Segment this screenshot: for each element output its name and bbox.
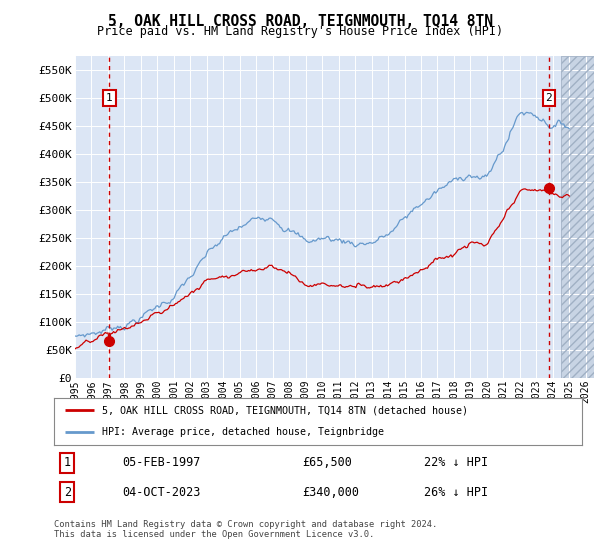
Text: 2: 2 bbox=[545, 93, 552, 103]
Text: £65,500: £65,500 bbox=[302, 456, 352, 469]
Text: 5, OAK HILL CROSS ROAD, TEIGNMOUTH, TQ14 8TN: 5, OAK HILL CROSS ROAD, TEIGNMOUTH, TQ14… bbox=[107, 14, 493, 29]
Text: 04-OCT-2023: 04-OCT-2023 bbox=[122, 486, 201, 498]
Text: £340,000: £340,000 bbox=[302, 486, 359, 498]
Text: 1: 1 bbox=[64, 456, 71, 469]
Text: 26% ↓ HPI: 26% ↓ HPI bbox=[424, 486, 488, 498]
Bar bbox=[561, 56, 594, 378]
Text: Price paid vs. HM Land Registry's House Price Index (HPI): Price paid vs. HM Land Registry's House … bbox=[97, 25, 503, 38]
Bar bbox=[561, 56, 594, 378]
Text: Contains HM Land Registry data © Crown copyright and database right 2024.
This d: Contains HM Land Registry data © Crown c… bbox=[54, 520, 437, 539]
Text: 5, OAK HILL CROSS ROAD, TEIGNMOUTH, TQ14 8TN (detached house): 5, OAK HILL CROSS ROAD, TEIGNMOUTH, TQ14… bbox=[101, 405, 467, 416]
Text: HPI: Average price, detached house, Teignbridge: HPI: Average price, detached house, Teig… bbox=[101, 427, 383, 437]
Text: 22% ↓ HPI: 22% ↓ HPI bbox=[424, 456, 488, 469]
Text: 2: 2 bbox=[64, 486, 71, 498]
Text: 05-FEB-1997: 05-FEB-1997 bbox=[122, 456, 201, 469]
Text: 1: 1 bbox=[106, 93, 113, 103]
